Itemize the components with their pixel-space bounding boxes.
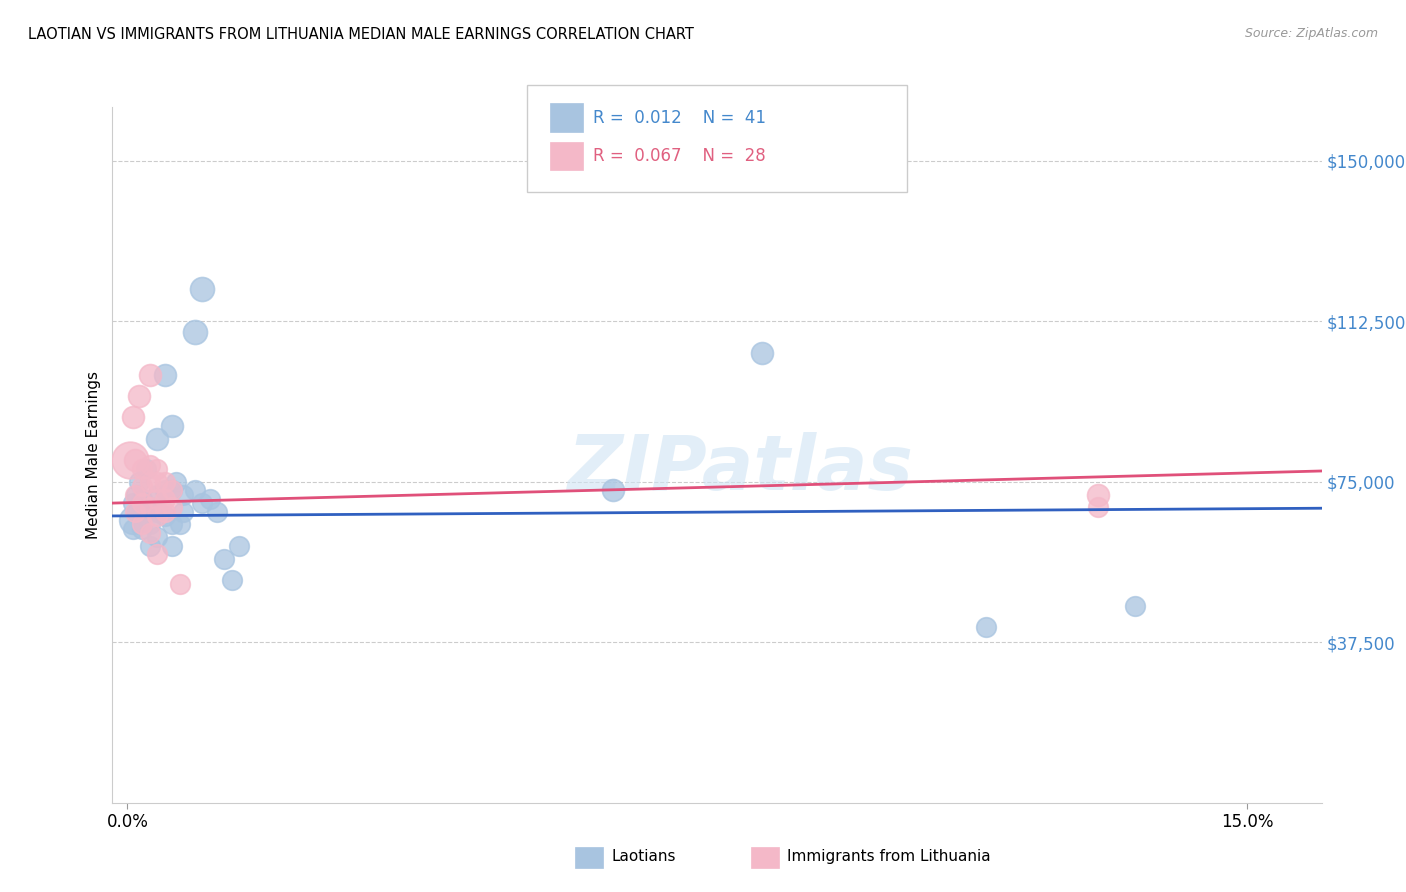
Point <box>169 517 191 532</box>
Point <box>153 483 176 498</box>
Point <box>160 419 183 434</box>
Point <box>172 487 194 501</box>
Point <box>146 475 169 489</box>
Point <box>146 548 169 562</box>
Point <box>205 505 228 519</box>
Text: Immigrants from Lithuania: Immigrants from Lithuania <box>787 849 991 863</box>
Point <box>120 453 142 467</box>
Point <box>122 496 145 510</box>
Point <box>128 475 150 489</box>
Point <box>153 505 176 519</box>
Point <box>1123 599 1146 613</box>
Point <box>172 505 194 519</box>
Point <box>146 487 169 501</box>
Point <box>153 475 176 489</box>
Point <box>191 496 214 510</box>
Point <box>131 479 153 493</box>
Point <box>146 505 169 519</box>
Text: R =  0.012    N =  41: R = 0.012 N = 41 <box>593 109 766 127</box>
Point <box>160 500 183 515</box>
Point <box>228 539 250 553</box>
Point <box>125 487 148 501</box>
Text: ZIPatlas: ZIPatlas <box>568 432 914 506</box>
Point <box>131 517 153 532</box>
Point <box>139 517 162 532</box>
Point <box>139 475 162 489</box>
Point <box>153 508 176 523</box>
Point <box>146 432 169 446</box>
Point <box>124 487 146 501</box>
Text: LAOTIAN VS IMMIGRANTS FROM LITHUANIA MEDIAN MALE EARNINGS CORRELATION CHART: LAOTIAN VS IMMIGRANTS FROM LITHUANIA MED… <box>28 27 695 42</box>
Point <box>125 505 148 519</box>
Text: R =  0.067    N =  28: R = 0.067 N = 28 <box>593 147 766 165</box>
Point <box>146 462 169 476</box>
Point <box>751 346 773 360</box>
Point <box>1087 487 1109 501</box>
Point <box>146 530 169 544</box>
Point <box>139 458 162 472</box>
Point <box>122 513 145 527</box>
Point <box>221 573 243 587</box>
Point <box>602 483 624 498</box>
Point <box>139 526 162 541</box>
Point <box>122 410 145 425</box>
Point <box>139 500 162 515</box>
Y-axis label: Median Male Earnings: Median Male Earnings <box>86 371 101 539</box>
Text: Laotians: Laotians <box>612 849 676 863</box>
Text: Source: ZipAtlas.com: Source: ZipAtlas.com <box>1244 27 1378 40</box>
Point <box>146 491 169 506</box>
Point <box>183 325 205 339</box>
Point <box>131 491 153 506</box>
Point <box>169 577 191 591</box>
Point <box>131 522 153 536</box>
Point <box>160 539 183 553</box>
Point <box>122 522 145 536</box>
Point <box>131 505 153 519</box>
Point <box>153 368 176 382</box>
Point <box>131 496 153 510</box>
Point <box>124 505 146 519</box>
Point <box>153 491 176 506</box>
Point <box>124 453 146 467</box>
Point <box>139 368 162 382</box>
Point <box>160 517 183 532</box>
Point <box>214 551 236 566</box>
Point <box>139 500 162 515</box>
Point <box>1087 500 1109 515</box>
Point <box>139 539 162 553</box>
Point <box>128 389 150 403</box>
Point <box>131 462 153 476</box>
Point <box>191 282 214 296</box>
Point <box>183 483 205 498</box>
Point <box>160 483 183 498</box>
Point <box>160 483 183 498</box>
Point <box>165 475 187 489</box>
Point <box>974 620 997 634</box>
Point <box>146 508 169 523</box>
Point <box>198 491 221 506</box>
Point <box>135 462 157 476</box>
